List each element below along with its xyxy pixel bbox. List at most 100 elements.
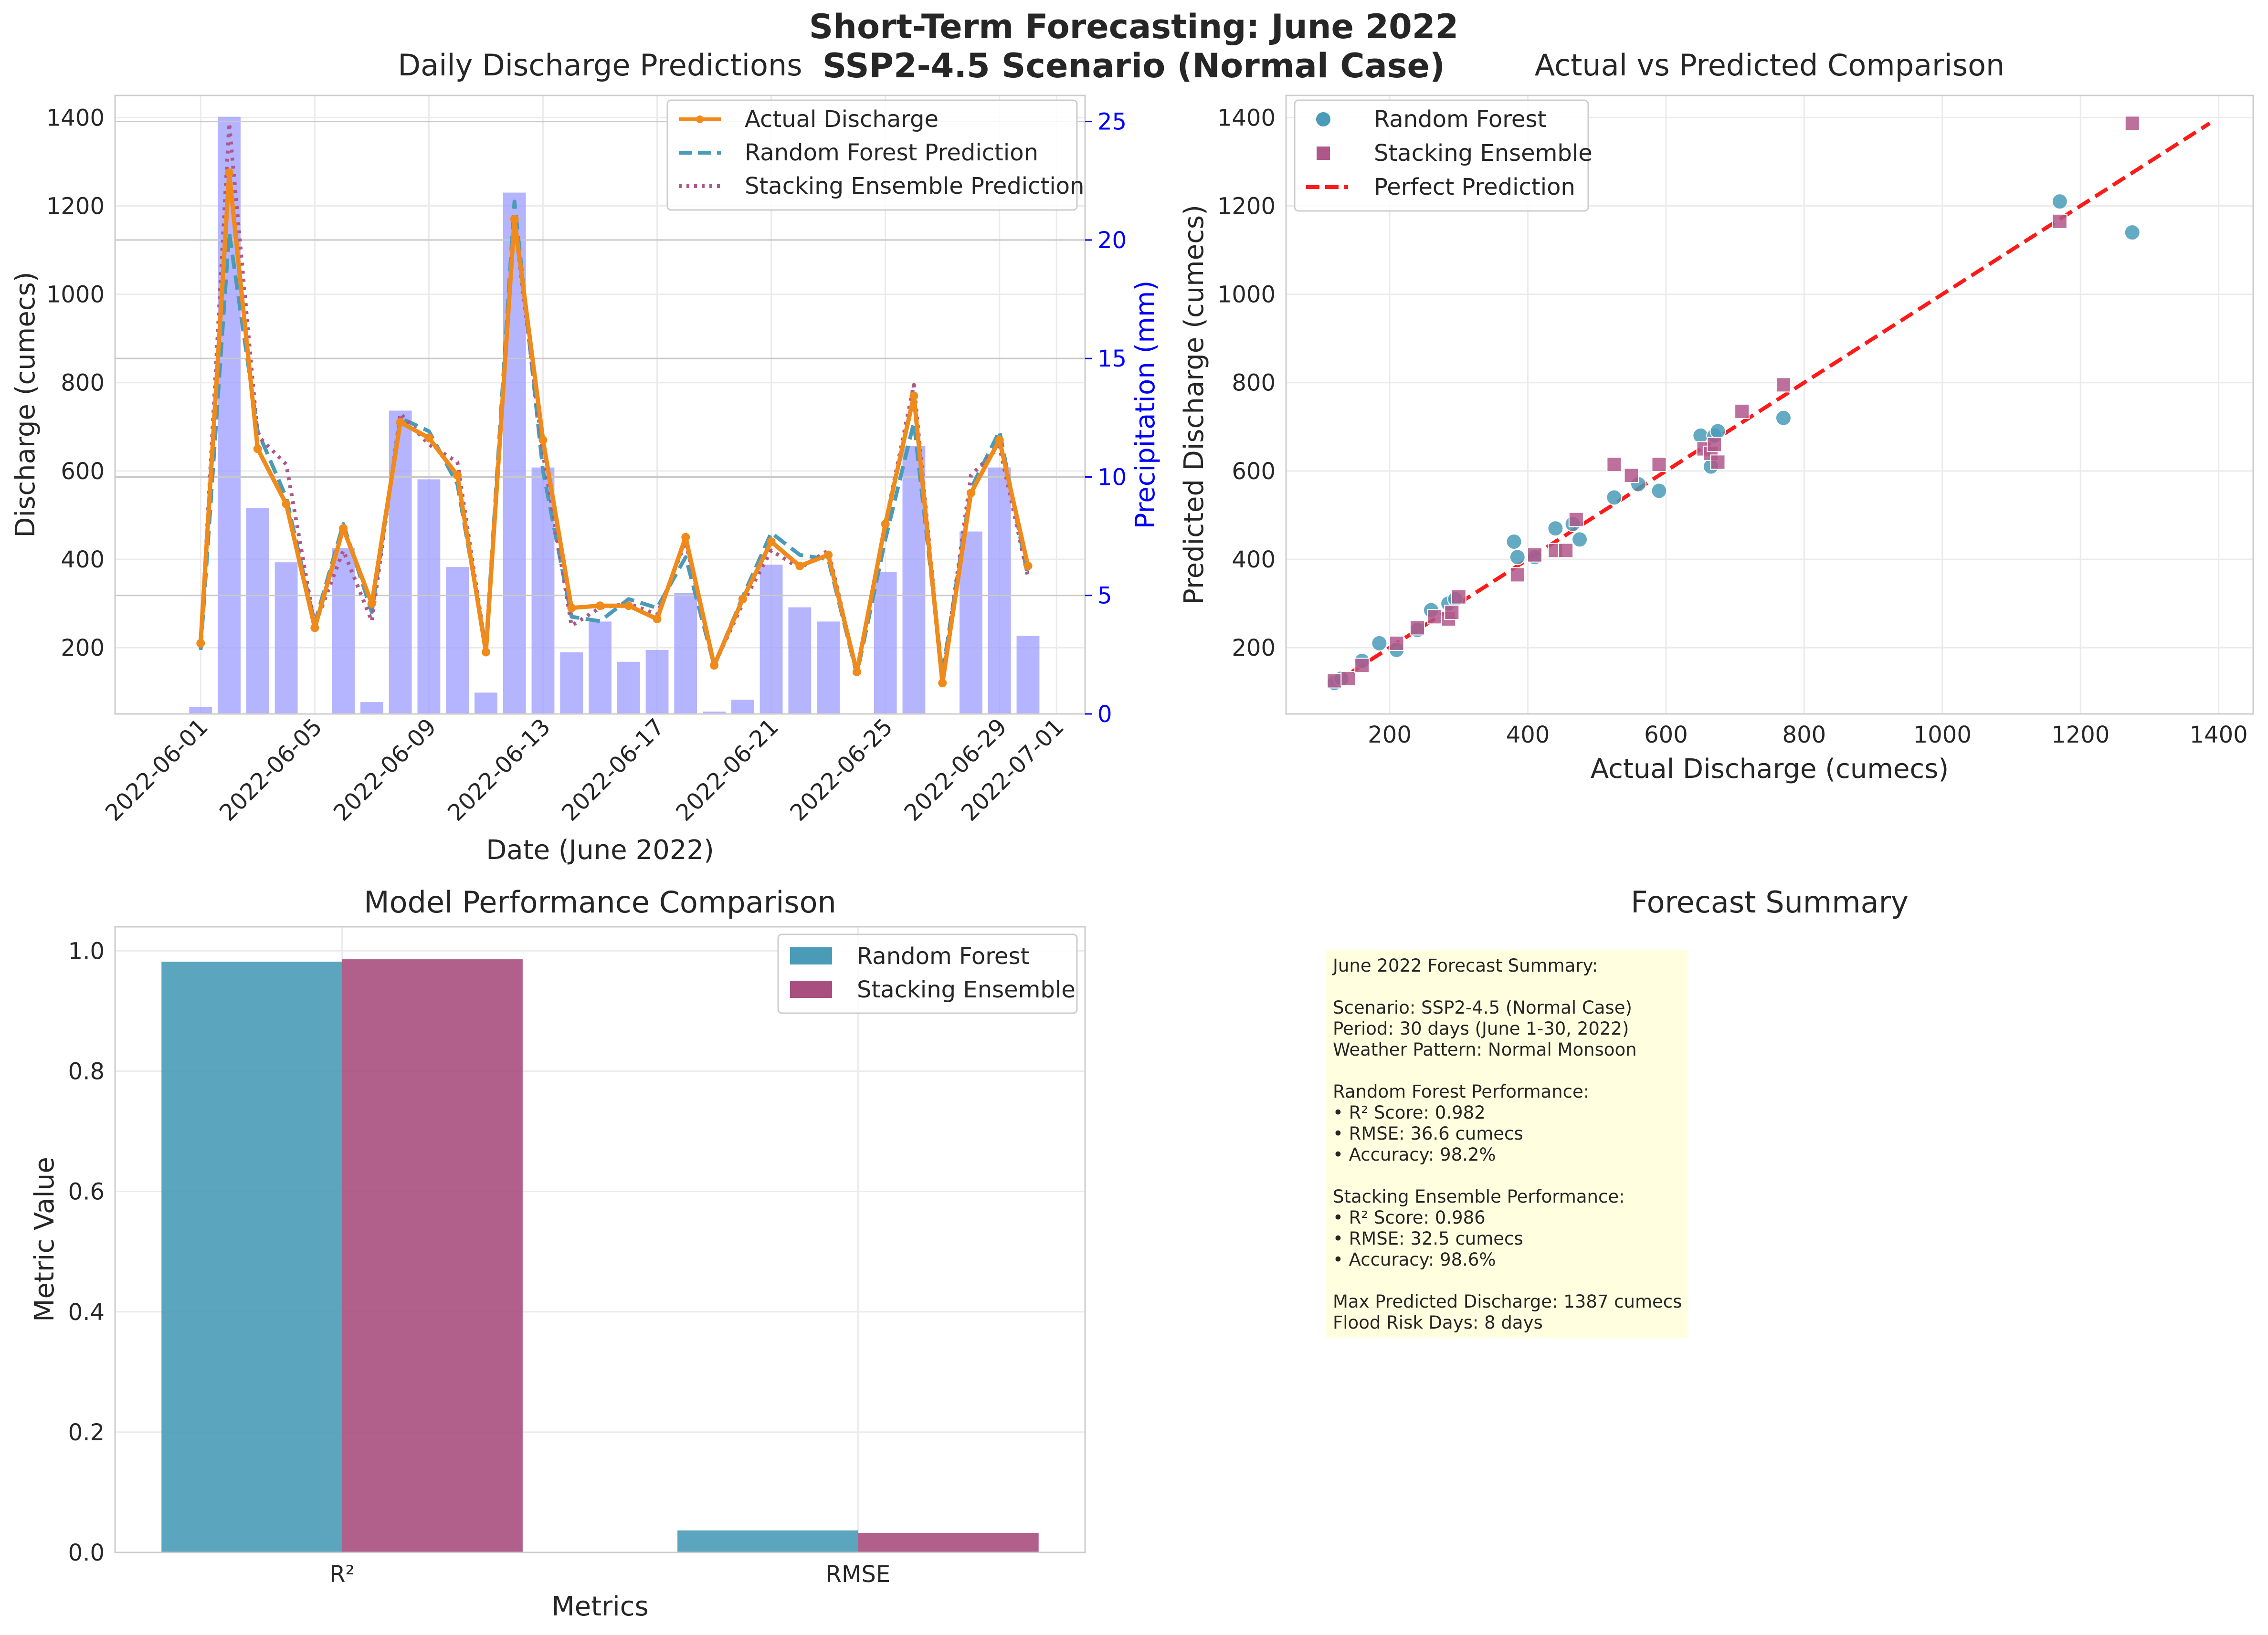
legend-rf-label: Random Forest Prediction xyxy=(745,139,1038,166)
legend-stacking-marker xyxy=(1316,146,1331,161)
figure-title-line2: SSP2-4.5 Scenario (Normal Case) xyxy=(823,46,1445,85)
panel2-xtick-label: 1000 xyxy=(1913,722,1972,748)
panel2-y-ticks: 200 400 600 800 1000 1200 1400 xyxy=(1217,105,1276,661)
panel2-xtick-label: 1400 xyxy=(2190,722,2248,748)
stacking-scatter-point xyxy=(1444,605,1460,620)
actual-discharge-point xyxy=(396,418,405,427)
panel3-x-ticks: R² RMSE xyxy=(329,1561,890,1588)
panel2-points xyxy=(1326,115,2141,692)
summary-title: Forecast Summary xyxy=(1631,885,1909,920)
actual-discharge-point xyxy=(424,433,433,442)
precip-bar xyxy=(731,700,754,714)
panel1-y2-ticks: 0 5 10 15 20 25 xyxy=(1085,109,1127,728)
stacking-scatter-point xyxy=(2124,115,2140,131)
precip-bar xyxy=(417,479,441,714)
summary-line: Scenario: SSP2-4.5 (Normal Case) xyxy=(1333,997,1632,1018)
stacking-scatter-point xyxy=(1389,635,1404,651)
panel1-lines xyxy=(196,121,1033,688)
stacking-scatter-point xyxy=(1409,620,1425,636)
actual-discharge-line xyxy=(198,170,1030,685)
summary-line: • RMSE: 32.5 cumecs xyxy=(1333,1228,1523,1249)
summary-line: • Accuracy: 98.6% xyxy=(1333,1249,1496,1270)
rf-scatter-point xyxy=(1572,531,1588,548)
panel3-bars xyxy=(161,959,1039,1552)
stacking-scatter-point xyxy=(1624,468,1639,483)
precip-bar xyxy=(788,607,812,714)
panel2-xtick-label: 200 xyxy=(1368,722,1412,748)
precip-bar xyxy=(760,565,783,714)
summary-line: Weather Pattern: Normal Monsoon xyxy=(1333,1039,1637,1060)
precip-bar xyxy=(960,531,982,714)
stacking-scatter-point xyxy=(1427,609,1443,625)
legend-st-bar-label: Stacking Ensemble xyxy=(857,976,1076,1003)
panel3-xtick-label: R² xyxy=(329,1561,355,1588)
summary-line: Max Predicted Discharge: 1387 cumecs xyxy=(1333,1291,1682,1312)
panel3-ytick-label: 1.0 xyxy=(68,938,105,964)
panel-model-performance: Model Performance Comparison 0.00.20.40.… xyxy=(29,885,1086,1622)
precip-bar xyxy=(246,508,269,714)
panel3-frame xyxy=(114,926,1086,1553)
stacking-scatter-point xyxy=(1354,658,1370,673)
actual-discharge-point xyxy=(767,537,776,546)
rf-scatter-point xyxy=(2051,193,2068,210)
panel1-legend: Actual Discharge Random Forest Predictio… xyxy=(666,99,1084,211)
stacking-scatter-point xyxy=(1527,547,1542,563)
panel3-ytick-label: 0.8 xyxy=(68,1059,105,1085)
panel2-ytick-label: 400 xyxy=(1232,546,1276,573)
precip-bar xyxy=(645,650,669,714)
actual-discharge-point xyxy=(824,550,833,559)
summary-line: • RMSE: 36.6 cumecs xyxy=(1333,1123,1523,1144)
precip-bar xyxy=(446,567,469,714)
rf-scatter-point xyxy=(1606,489,1623,506)
rf-scatter-point xyxy=(1371,635,1388,651)
panel2-ytick-label: 800 xyxy=(1232,370,1276,397)
stacking-scatter-point xyxy=(1734,403,1750,419)
panel1-ytick-label: 1000 xyxy=(46,282,105,308)
panel2-ytick-label: 600 xyxy=(1232,458,1276,485)
rf-metric-bar xyxy=(677,1530,858,1552)
panel1-y2tick-label: 0 xyxy=(1097,701,1112,728)
stacking-scatter-point xyxy=(1568,512,1584,527)
summary-line xyxy=(1333,1165,1681,1186)
actual-discharge-point xyxy=(738,595,747,604)
panel1-ytick-label: 200 xyxy=(61,635,105,661)
summary-line: June 2022 Forecast Summary: xyxy=(1333,955,1598,976)
panel2-xtick-label: 600 xyxy=(1644,722,1688,748)
summary-line xyxy=(1333,1060,1681,1081)
precip-bar xyxy=(332,548,355,714)
legend-rf-bar-label: Random Forest xyxy=(857,943,1029,970)
panel1-ytick-label: 1400 xyxy=(46,105,105,131)
panel2-x-ticks: 200 400 600 800 1000 1200 1400 xyxy=(1368,722,2247,748)
panel3-ytick-label: 0.4 xyxy=(68,1299,105,1326)
precip-bar xyxy=(617,661,640,714)
summary-line: • R² Score: 0.986 xyxy=(1333,1207,1486,1228)
actual-discharge-point xyxy=(510,215,519,224)
legend-perfect-label: Perfect Prediction xyxy=(1374,174,1575,200)
panel3-ytick-label: 0.2 xyxy=(68,1419,105,1446)
actual-discharge-point xyxy=(225,168,234,177)
summary-line: Period: 30 days (June 1-30, 2022) xyxy=(1333,1018,1629,1039)
precip-bar xyxy=(389,410,412,714)
stacking-scatter-point xyxy=(1451,589,1466,605)
stacking-metric-bar xyxy=(342,959,523,1552)
summary-line: • R² Score: 0.982 xyxy=(1333,1102,1486,1123)
panel3-xlabel: Metrics xyxy=(551,1591,648,1622)
stacking-scatter-point xyxy=(2052,213,2068,229)
precip-bar xyxy=(817,621,840,714)
legend-st-bar-swatch xyxy=(790,981,832,998)
panel2-xlabel: Actual Discharge (cumecs) xyxy=(1591,754,1949,785)
legend-actual-label: Actual Discharge xyxy=(745,106,939,133)
actual-discharge-point xyxy=(624,601,633,610)
panel1-y2tick-label: 20 xyxy=(1097,227,1127,254)
precip-bar xyxy=(1016,636,1040,714)
summary-line: Stacking Ensemble Performance: xyxy=(1333,1186,1625,1207)
actual-discharge-point xyxy=(881,519,890,528)
forecast-summary-box: June 2022 Forecast Summary: Scenario: SSP… xyxy=(1326,950,1688,1338)
stacking-scatter-point xyxy=(1775,377,1791,393)
precip-bar xyxy=(475,692,497,714)
stacking-scatter-point xyxy=(1509,567,1525,583)
stacking-metric-bar xyxy=(858,1533,1039,1552)
actual-discharge-point xyxy=(795,561,804,570)
panel1-frame xyxy=(114,94,1086,715)
